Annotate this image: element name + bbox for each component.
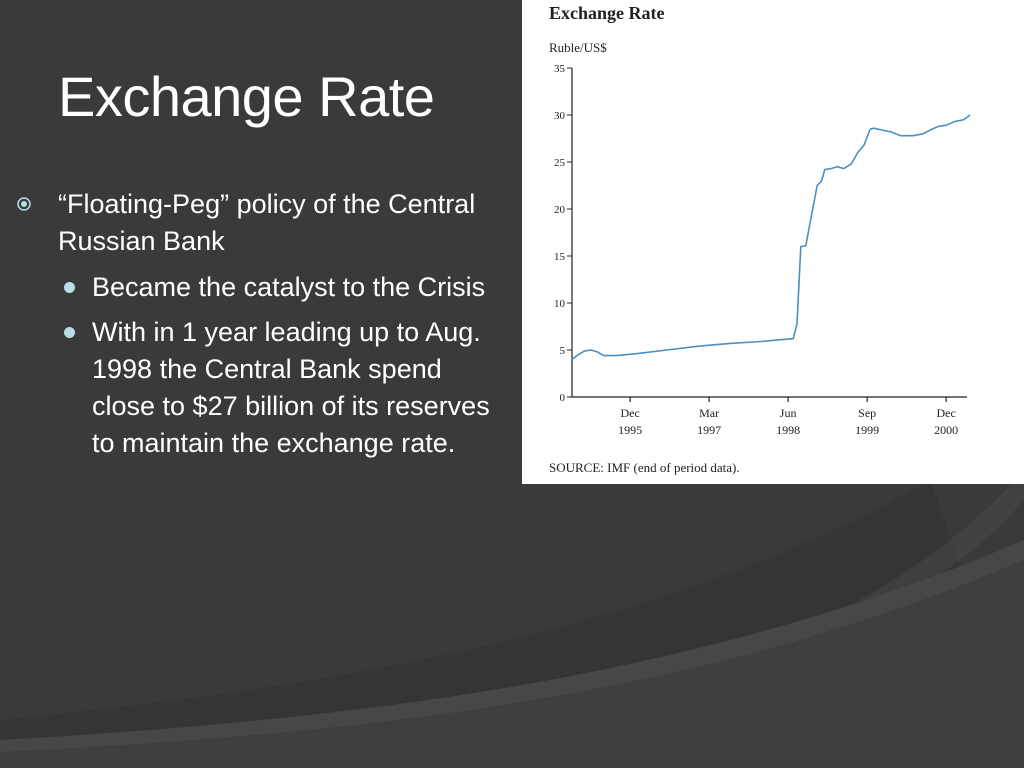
y-tick-label: 15: [554, 251, 566, 263]
y-tick-label: 20: [554, 204, 566, 216]
y-tick-label: 30: [554, 110, 566, 122]
sub-bullet-list: Became the catalyst to the Crisis With i…: [14, 269, 494, 462]
sub-bullet-item: Became the catalyst to the Crisis: [14, 269, 494, 306]
x-tick-label-month: Jun: [780, 406, 797, 420]
bullet-list: “Floating-Peg” policy of the Central Rus…: [14, 186, 494, 470]
y-tick-label: 5: [560, 345, 566, 357]
exchange-rate-chart: Exchange Rate Ruble/US$ 0 5 10 15 20 25 30 35 De…: [549, 3, 971, 475]
y-tick-label: 0: [560, 392, 566, 404]
slide-title: Exchange Rate: [58, 65, 435, 128]
sub-bullet-text: With in 1 year leading up to Aug. 1998 t…: [92, 317, 490, 458]
x-tick-label-year: 1997: [697, 423, 721, 437]
y-tick-label: 25: [554, 157, 566, 169]
exchange-rate-line: [571, 114, 971, 361]
x-tick-label-month: Mar: [699, 406, 719, 420]
x-tick-label-year: 1998: [776, 423, 800, 437]
x-tick-label-month: Dec: [620, 406, 639, 420]
x-tick-label-month: Sep: [858, 406, 876, 420]
x-tick-label-year: 2000: [934, 423, 958, 437]
x-tick-label-month: Dec: [936, 406, 955, 420]
y-tick-label: 10: [554, 298, 566, 310]
dot-bullet-icon: [64, 282, 75, 293]
chart-source: SOURCE: IMF (end of period data).: [549, 460, 740, 475]
x-tick-label-year: 1999: [855, 423, 879, 437]
chart-title: Exchange Rate: [549, 3, 665, 23]
sub-bullet-text: Became the catalyst to the Crisis: [92, 272, 486, 302]
bullet-item: “Floating-Peg” policy of the Central Rus…: [14, 186, 494, 260]
y-tick-label: 35: [554, 63, 566, 75]
dot-bullet-icon: [64, 327, 75, 338]
sub-bullet-item: With in 1 year leading up to Aug. 1998 t…: [14, 314, 494, 462]
chart-figure: Exchange Rate Ruble/US$ 0 5 10 15 20 25 30 35 De…: [522, 0, 1024, 484]
chart-series: [571, 114, 971, 361]
radio-bullet-icon: [17, 197, 31, 211]
chart-axes: 0 5 10 15 20 25 30 35 Dec 1995 Mar 1997 Jun 1998 Sep 19…: [554, 63, 967, 437]
y-axis-label: Ruble/US$: [549, 40, 607, 55]
x-tick-label-year: 1995: [618, 423, 642, 437]
bullet-text: “Floating-Peg” policy of the Central Rus…: [58, 189, 476, 256]
